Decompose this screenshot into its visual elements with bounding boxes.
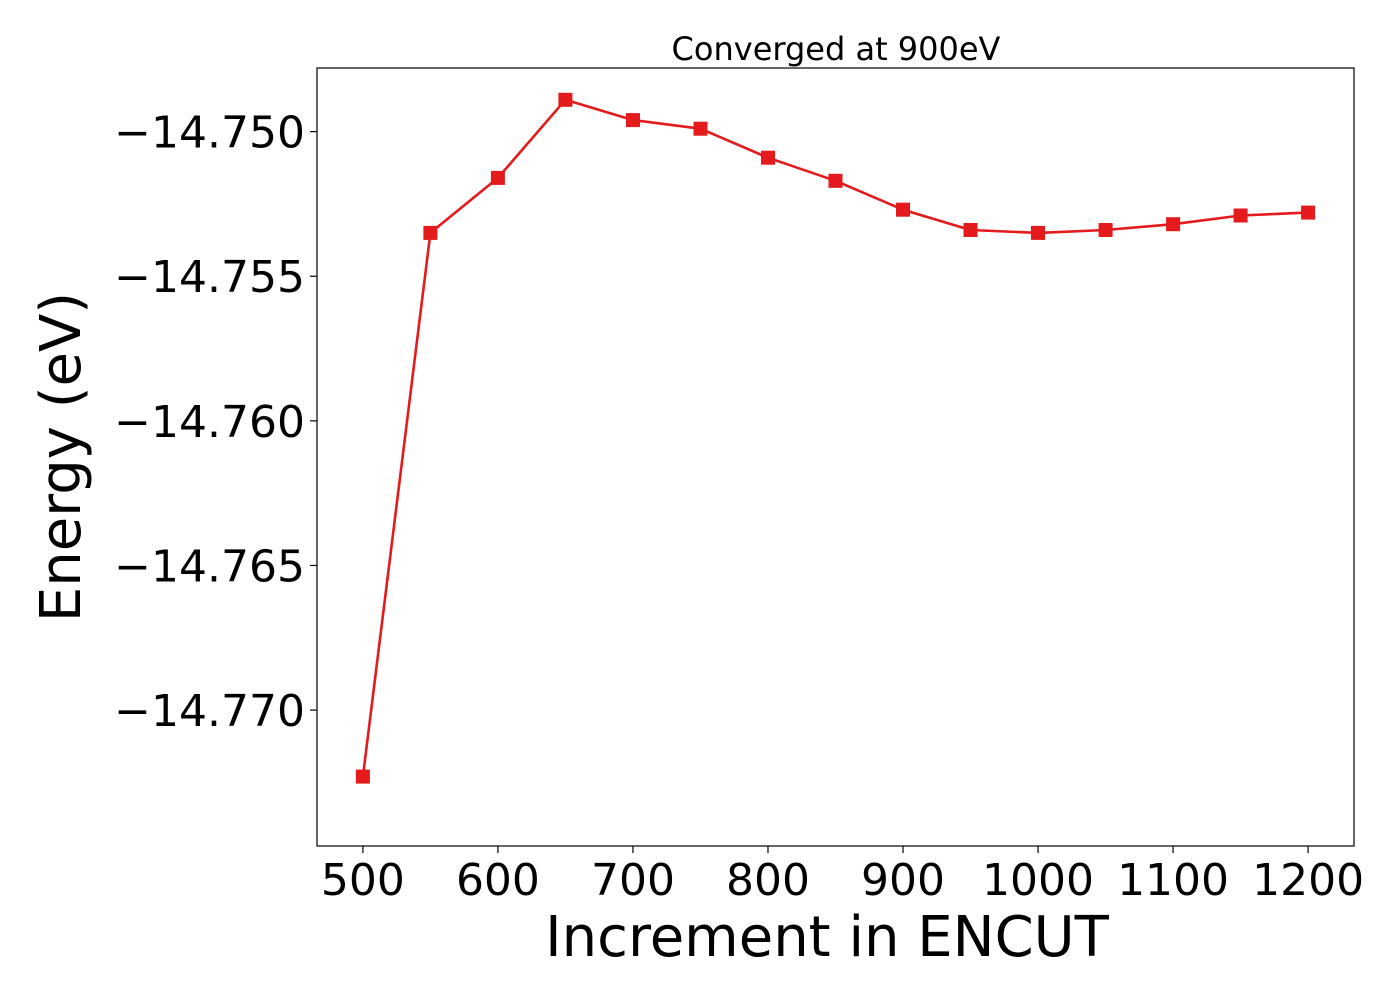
x-axis: 500 600 700 800 900 1000 1100 1200 (321, 846, 1364, 906)
x-tick-label: 1200 (1252, 855, 1364, 906)
x-tick-label: 900 (861, 855, 945, 906)
x-tick-label: 800 (726, 855, 810, 906)
data-point-marker (828, 173, 843, 188)
data-point-marker (761, 150, 775, 165)
data-point-marker (626, 113, 640, 128)
x-axis-label: Increment in ENCUT (545, 905, 1110, 970)
y-tick-label: −14.770 (114, 686, 305, 737)
y-tick-label: −14.755 (114, 252, 305, 303)
data-point-marker (1166, 217, 1181, 232)
y-axis-label: Energy (eV) (29, 292, 94, 622)
data-point-marker (1031, 225, 1045, 240)
y-tick-label: −14.750 (114, 108, 305, 159)
data-point-marker (490, 170, 505, 185)
x-tick-label: 500 (321, 855, 405, 906)
chart-title: Converged at 900eV (672, 30, 1001, 68)
x-tick-label: 700 (591, 855, 675, 906)
data-point-marker (1098, 223, 1113, 237)
data-point-marker (1301, 205, 1316, 220)
data-point-marker (896, 202, 910, 217)
plot-frame (316, 67, 1355, 847)
x-tick-label: 1000 (982, 855, 1094, 906)
data-point-marker (1233, 208, 1248, 223)
data-point-marker (558, 92, 573, 107)
data-point-marker (693, 121, 708, 136)
data-point-marker (423, 225, 438, 240)
y-tick-label: −14.760 (114, 397, 305, 448)
data-point-marker (355, 769, 370, 784)
y-axis: −14.770 −14.765 −14.760 −14.755 −14.750 (114, 108, 317, 737)
series-line (361, 98, 1309, 777)
y-tick-label: −14.765 (114, 541, 305, 592)
series-group (355, 92, 1316, 784)
x-tick-label: 1100 (1117, 855, 1229, 906)
x-tick-label: 600 (456, 855, 540, 906)
data-point-marker (963, 223, 978, 237)
